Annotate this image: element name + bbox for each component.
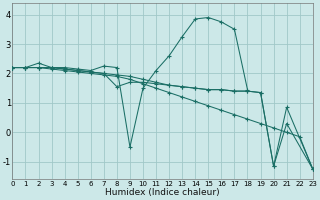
- X-axis label: Humidex (Indice chaleur): Humidex (Indice chaleur): [105, 188, 220, 197]
